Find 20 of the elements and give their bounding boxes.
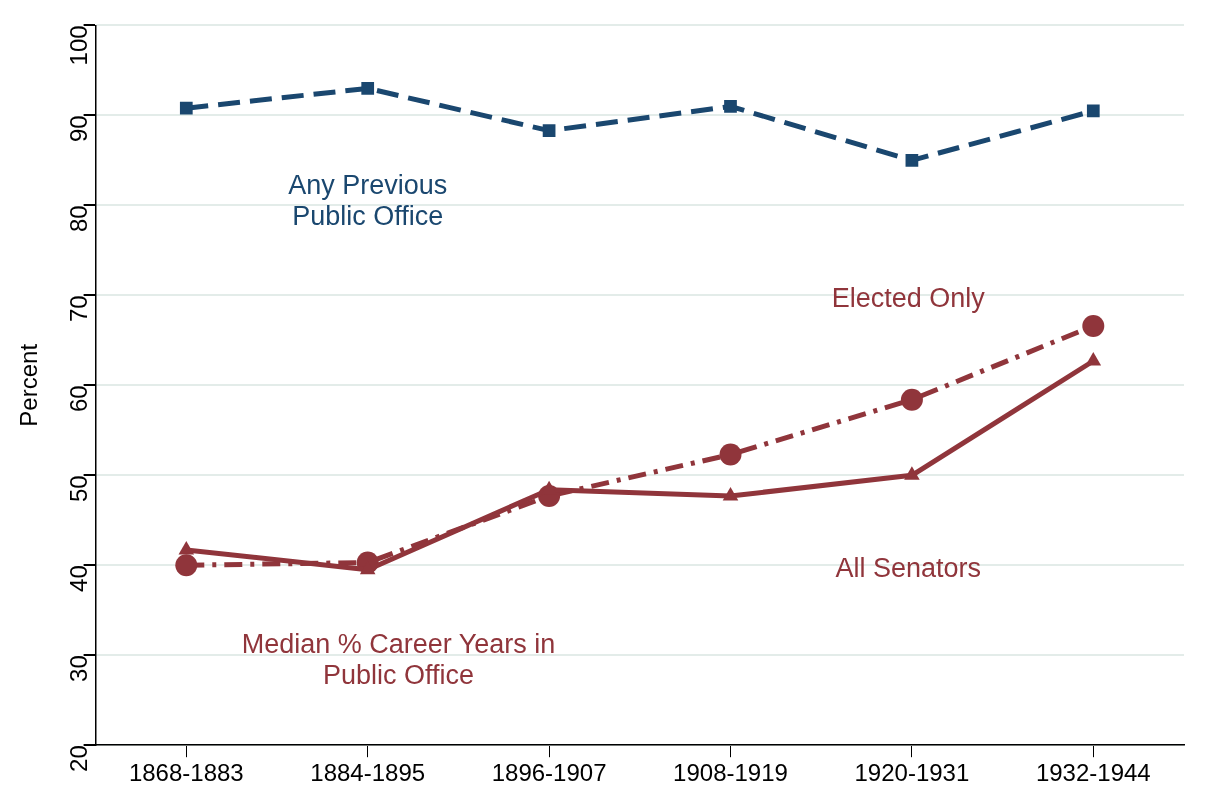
y-tick-label: 20	[65, 745, 93, 772]
y-tick-label: 30	[65, 655, 93, 682]
x-tick-label: 1920-1931	[854, 759, 970, 787]
x-tick-label: 1884-1895	[310, 759, 426, 787]
text: Any Previous Public Office	[288, 169, 448, 231]
x-tick-label: 1932-1944	[1035, 759, 1151, 787]
y-tick-label: 80	[65, 205, 93, 233]
y-tick-label: 60	[65, 385, 93, 412]
y-tick-label: 70	[65, 295, 93, 323]
y-axis-title: Percent	[15, 343, 43, 427]
y-tick-label: 50	[65, 475, 93, 502]
text: All Senators	[835, 553, 982, 584]
x-tick-label: 1908-1919	[673, 759, 788, 787]
annotation: Median % Career Years in Public Office	[241, 629, 556, 691]
series-label: Elected Only	[831, 283, 986, 314]
y-tick-label: 40	[65, 565, 93, 592]
x-tick-label: 1868-1883	[128, 759, 244, 787]
x-tick-label: 1896-1907	[491, 759, 607, 787]
y-tick-label: 90	[65, 115, 93, 143]
y-tick-label: 100	[65, 25, 93, 66]
